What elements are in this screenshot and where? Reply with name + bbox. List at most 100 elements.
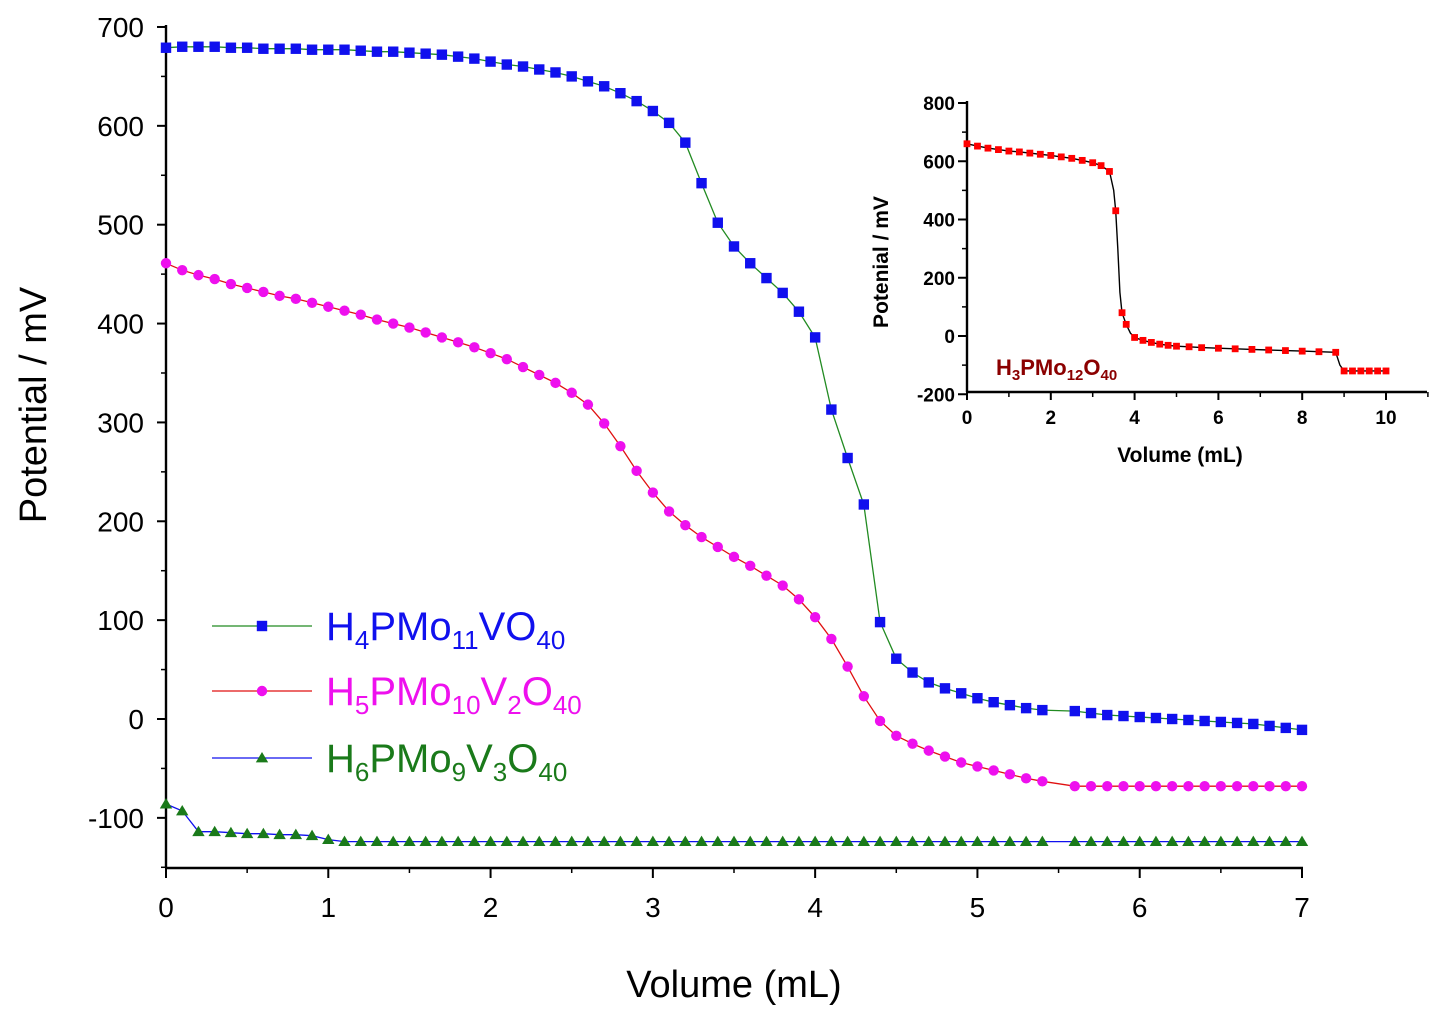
data-point xyxy=(501,353,512,365)
data-point xyxy=(1150,712,1162,724)
data-point xyxy=(274,43,285,54)
data-point xyxy=(240,827,254,839)
data-point xyxy=(1102,709,1113,721)
data-point xyxy=(241,282,253,294)
inset-x-axis-label: Volume (mL) xyxy=(1117,444,1243,467)
data-point xyxy=(858,691,870,702)
data-point xyxy=(339,44,350,55)
legend-label-part: H xyxy=(326,670,355,714)
data-point xyxy=(1199,715,1210,727)
data-point xyxy=(1279,835,1292,847)
data-point xyxy=(436,49,448,60)
legend-label-part: V xyxy=(481,670,508,714)
data-point xyxy=(290,293,302,305)
legend-label: H6PMo9V3O40 xyxy=(326,737,567,787)
data-point xyxy=(663,506,675,517)
data-point xyxy=(907,667,918,678)
inset-x-tick-label: 4 xyxy=(1129,408,1140,429)
data-point xyxy=(550,377,561,389)
legend-label-part: 4 xyxy=(355,625,369,655)
data-point xyxy=(273,828,286,840)
data-point xyxy=(501,59,512,70)
data-point xyxy=(597,835,611,847)
inset-data-point xyxy=(1089,159,1097,167)
inset-data-point xyxy=(1118,309,1126,317)
data-point xyxy=(923,677,934,688)
data-point xyxy=(761,272,772,284)
data-point xyxy=(711,835,724,847)
x-tick-label: 5 xyxy=(970,892,986,923)
data-point xyxy=(809,611,821,623)
legend-label-part: 10 xyxy=(452,690,481,720)
data-point xyxy=(663,117,675,129)
data-point xyxy=(939,683,951,694)
data-point xyxy=(177,41,188,52)
inset-data-point xyxy=(1185,343,1193,351)
legend-label-part: 5 xyxy=(355,690,369,720)
data-point xyxy=(987,835,1000,847)
data-point xyxy=(208,825,221,837)
data-point xyxy=(1230,835,1244,847)
legend-label-part: VO xyxy=(479,605,537,649)
data-point xyxy=(907,738,918,749)
data-point xyxy=(841,835,854,847)
data-point xyxy=(305,829,319,841)
data-point xyxy=(274,290,285,302)
data-point xyxy=(355,309,366,320)
data-point xyxy=(1085,707,1097,719)
data-point xyxy=(517,61,529,72)
inset-data-point xyxy=(1097,162,1105,170)
data-point xyxy=(712,541,723,553)
data-point xyxy=(793,306,805,317)
data-point xyxy=(290,43,302,54)
legend-label: H4PMo11VO40 xyxy=(326,605,565,655)
inset-data-point xyxy=(1112,207,1120,215)
data-point xyxy=(727,835,741,847)
inset-data-point xyxy=(1139,336,1147,344)
data-point xyxy=(1166,781,1178,792)
data-point xyxy=(647,105,659,117)
data-point xyxy=(1118,710,1129,722)
data-point xyxy=(209,41,220,52)
data-point xyxy=(1133,835,1146,847)
data-point xyxy=(420,327,431,338)
legend-label-part: H xyxy=(326,737,355,781)
data-point xyxy=(777,580,788,591)
data-point xyxy=(225,42,237,53)
x-tick-label: 4 xyxy=(807,892,823,923)
inset-y-tick-label: 800 xyxy=(923,94,955,115)
data-point xyxy=(1003,835,1017,847)
data-point xyxy=(679,835,692,847)
inset-chart: -200 0 200 400 600 800 0 2 4 6 8 10 Volume (mL) Poten… xyxy=(870,94,1429,467)
data-point xyxy=(842,661,853,672)
data-point xyxy=(1183,781,1194,792)
inset-annotation-part: 40 xyxy=(1101,367,1118,384)
data-point xyxy=(1248,781,1259,792)
inset-data-point xyxy=(1005,147,1013,155)
data-point xyxy=(858,499,870,510)
y-tick-label: 300 xyxy=(97,407,144,438)
legend-label-part: 11 xyxy=(452,625,479,655)
data-point xyxy=(874,715,886,727)
data-point xyxy=(1183,714,1194,726)
data-point xyxy=(177,264,188,276)
data-point xyxy=(582,399,594,410)
data-point xyxy=(581,835,595,847)
inset-annotation-part: 12 xyxy=(1067,367,1084,384)
data-point xyxy=(662,835,676,847)
data-point xyxy=(435,835,449,847)
inset-data-point xyxy=(1265,346,1273,354)
data-point xyxy=(614,835,627,847)
data-point xyxy=(370,835,384,847)
data-point xyxy=(1101,835,1114,847)
data-point xyxy=(988,765,999,776)
data-point xyxy=(1085,781,1097,792)
data-point xyxy=(680,137,691,148)
inset-data-point xyxy=(1036,150,1044,158)
data-point xyxy=(826,404,837,415)
data-point xyxy=(468,835,481,847)
data-point xyxy=(1020,773,1032,784)
data-point xyxy=(517,361,529,373)
